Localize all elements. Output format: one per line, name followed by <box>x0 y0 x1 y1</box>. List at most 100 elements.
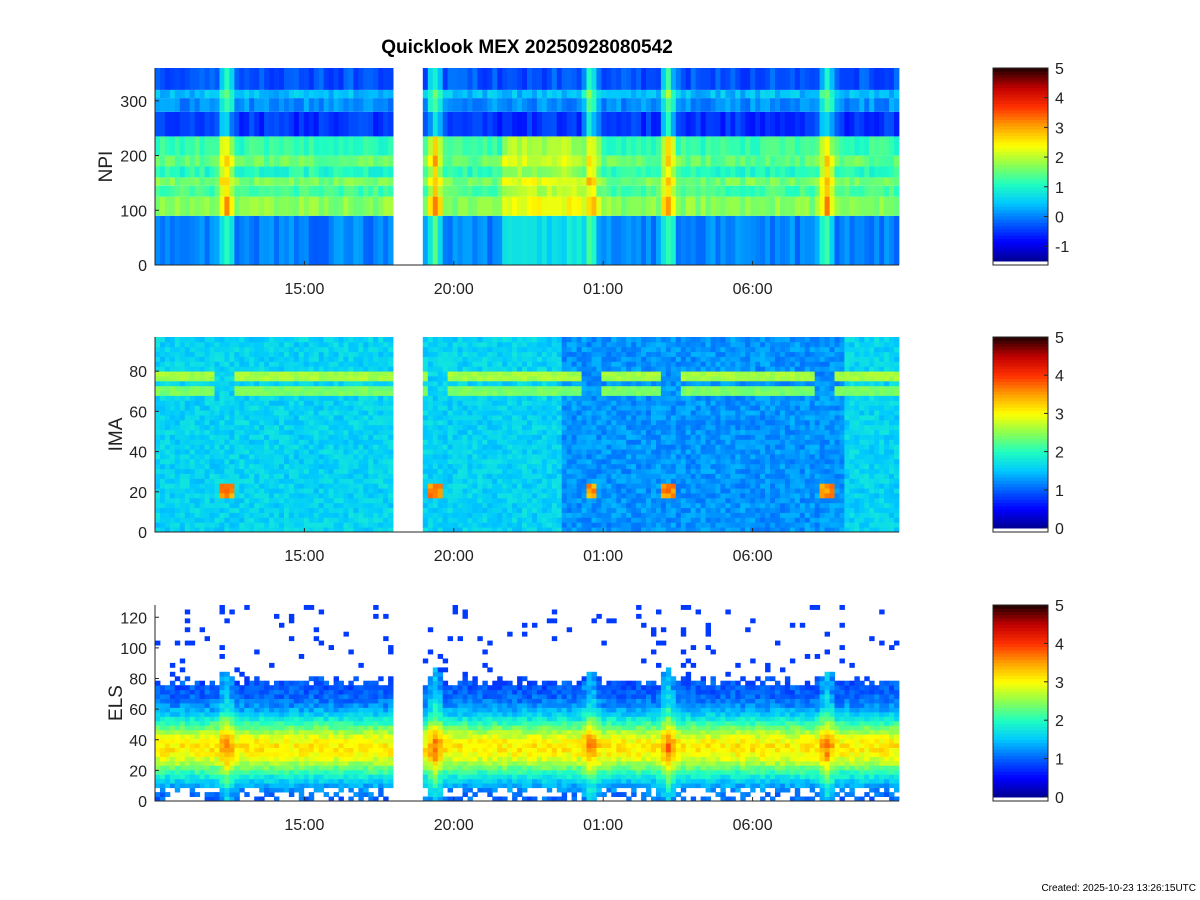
heatmap-cell <box>541 215 548 266</box>
colorbar-swatch <box>993 244 1048 249</box>
heatmap-cell <box>264 473 270 479</box>
heatmap-cell <box>269 385 275 392</box>
heatmap-cell <box>472 361 478 367</box>
heatmap-cell <box>338 155 344 167</box>
heatmap-cell <box>189 424 196 431</box>
heatmap-cell <box>343 346 349 353</box>
heatmap-cell <box>467 337 473 343</box>
heatmap-cell <box>343 400 349 406</box>
heatmap-cell <box>586 454 592 460</box>
colorbar-swatch <box>993 257 1048 262</box>
heatmap-cell <box>214 215 220 266</box>
heatmap-cell <box>353 473 359 479</box>
heatmap-cell <box>239 478 245 484</box>
heatmap-cell <box>556 155 563 167</box>
heatmap-cell <box>363 177 369 186</box>
heatmap-cell <box>432 527 439 533</box>
heatmap-cell <box>556 493 563 499</box>
heatmap-cell <box>447 522 453 528</box>
heatmap-cell <box>447 527 453 533</box>
heatmap-cell <box>536 361 543 367</box>
heatmap-cell <box>164 400 171 406</box>
heatmap-cell <box>368 380 374 387</box>
heatmap-cell <box>224 458 230 465</box>
heatmap-cell <box>482 497 488 504</box>
heatmap-cell <box>541 341 548 348</box>
heatmap-cell <box>303 346 310 353</box>
heatmap-cell <box>209 376 215 382</box>
heatmap-cell <box>586 517 592 523</box>
heatmap-cell <box>457 419 463 426</box>
heatmap-cell <box>174 177 181 186</box>
heatmap-cell <box>244 98 250 112</box>
heatmap-cell <box>432 424 439 431</box>
heatmap-cell <box>442 415 449 421</box>
heatmap-cell <box>279 410 285 416</box>
heatmap-cell <box>179 439 186 445</box>
heatmap-cell <box>194 410 201 416</box>
heatmap-cell <box>462 380 468 387</box>
heatmap-cell <box>477 493 483 499</box>
heatmap-cell <box>507 458 513 465</box>
heatmap-cell <box>502 380 508 387</box>
heatmap-cell <box>194 390 201 396</box>
heatmap-cell <box>586 366 592 372</box>
heatmap-cell <box>303 177 310 186</box>
heatmap-cell <box>447 351 453 357</box>
heatmap-cell <box>680 111 687 137</box>
heatmap-cell <box>313 215 320 266</box>
heatmap-cell <box>611 155 617 167</box>
heatmap-cell <box>234 89 240 99</box>
heatmap-cell <box>358 497 364 504</box>
heatmap-cell <box>239 400 245 406</box>
heatmap-cell <box>680 177 687 186</box>
heatmap-cell <box>437 68 444 90</box>
heatmap-cell <box>343 512 349 518</box>
heatmap-cell <box>328 111 334 137</box>
heatmap-cell <box>363 371 369 377</box>
heatmap-cell <box>546 497 553 504</box>
heatmap-cell <box>621 155 627 167</box>
heatmap-cell <box>492 507 498 513</box>
heatmap-cell <box>155 463 161 470</box>
heatmap-cell <box>229 522 235 528</box>
heatmap-cell <box>457 497 463 504</box>
heatmap-cell <box>279 351 285 357</box>
heatmap-cell <box>274 405 280 411</box>
heatmap-cell <box>378 98 384 112</box>
heatmap-cell <box>194 493 201 499</box>
heatmap-cell <box>532 390 538 396</box>
heatmap-cell <box>388 177 394 186</box>
heatmap-cell <box>234 458 240 465</box>
heatmap-cell <box>383 111 389 137</box>
heatmap-cell <box>452 98 458 112</box>
heatmap-cell <box>378 527 384 533</box>
heatmap-cell <box>497 493 503 499</box>
heatmap-cell <box>155 468 161 474</box>
heatmap-cell <box>274 341 280 348</box>
heatmap-cell <box>487 337 493 343</box>
heatmap-cell <box>467 522 473 528</box>
heatmap-cell <box>532 177 538 186</box>
heatmap-cell <box>636 89 642 99</box>
heatmap-cell <box>164 468 171 474</box>
heatmap-cell <box>368 337 374 343</box>
heatmap-cell <box>720 136 726 156</box>
heatmap-cell <box>700 166 706 178</box>
heatmap-cell <box>155 395 161 401</box>
heatmap-cell <box>497 454 503 460</box>
heatmap-cell <box>437 376 444 382</box>
heatmap-cell <box>293 419 300 426</box>
heatmap-cell <box>323 478 329 484</box>
heatmap-cell <box>308 488 315 494</box>
heatmap-cell <box>274 111 280 137</box>
heatmap-cell <box>591 512 597 518</box>
heatmap-cell <box>507 395 513 401</box>
heatmap-cell <box>532 444 538 450</box>
heatmap-cell <box>432 483 439 489</box>
heatmap-cell <box>184 395 191 401</box>
heatmap-cell <box>224 136 230 156</box>
heatmap-cell <box>204 155 210 167</box>
heatmap-cell <box>784 98 791 112</box>
heatmap-cell <box>680 68 687 90</box>
